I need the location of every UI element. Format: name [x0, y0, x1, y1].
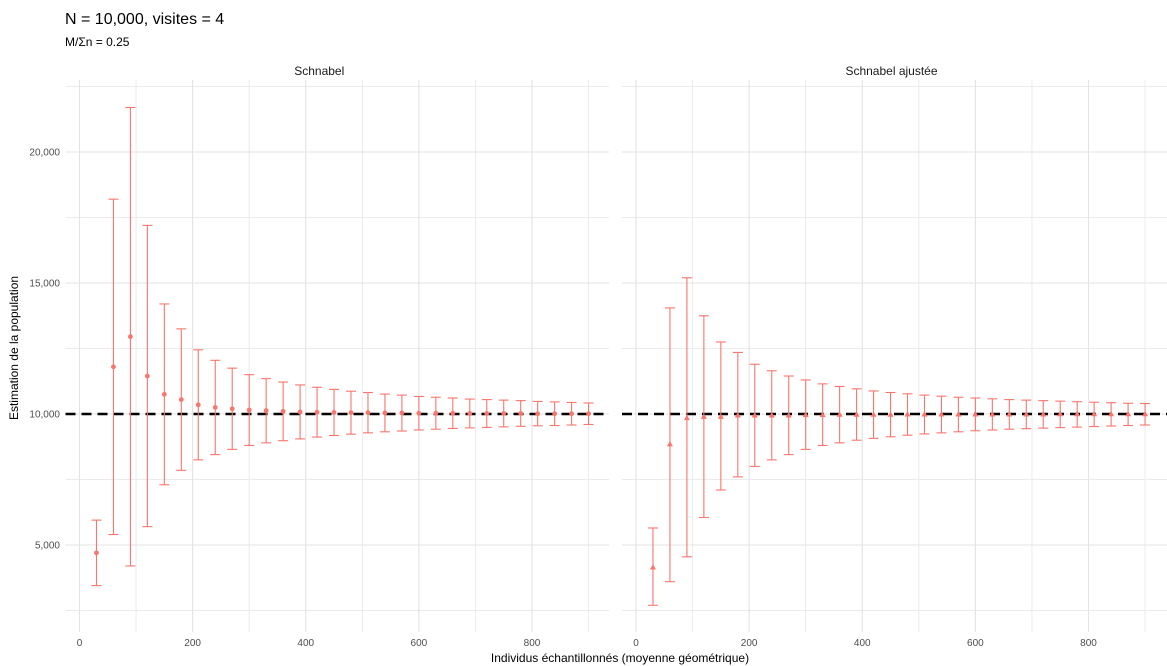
data-point	[280, 408, 286, 414]
data-point	[649, 564, 656, 570]
data-point	[904, 411, 911, 417]
panel-schnabel-ajustee: Schnabel ajustée 0 200 400 600 800	[622, 64, 1167, 649]
data-point	[178, 397, 184, 402]
data-point	[887, 411, 894, 417]
data-point	[734, 412, 741, 418]
data-point	[666, 440, 673, 447]
data-point	[450, 410, 456, 416]
data-point	[751, 412, 758, 418]
data-point	[297, 409, 303, 415]
data-point	[819, 411, 826, 417]
y-tick-label: 15,000	[29, 279, 60, 290]
x-axis-title: Individus échantillonnés (moyenne géomét…	[491, 651, 749, 665]
data-point	[853, 411, 860, 417]
data-point	[552, 411, 558, 417]
y-tick-label: 5,000	[35, 541, 60, 552]
data-point	[1057, 410, 1064, 417]
data-point	[263, 408, 269, 413]
data-point	[399, 410, 405, 416]
data-point	[1006, 411, 1013, 417]
data-point	[1108, 410, 1115, 417]
x-tick-label: 600	[967, 638, 984, 649]
data-point	[1074, 410, 1081, 417]
x-tick-label: 800	[1080, 638, 1097, 649]
data-point	[768, 412, 775, 418]
facet-strip-label: Schnabel	[294, 64, 344, 78]
facet-strip-label: Schnabel ajustée	[845, 64, 937, 78]
data-point	[586, 411, 591, 417]
data-point	[989, 411, 996, 417]
x-tick-label: 0	[633, 638, 639, 649]
x-tick-label: 400	[297, 638, 314, 649]
data-point	[195, 402, 201, 408]
x-tick-label: 200	[184, 638, 201, 649]
data-point	[467, 411, 473, 416]
data-point	[484, 411, 490, 416]
data-point	[1091, 410, 1098, 417]
data-point	[938, 411, 945, 417]
data-point	[416, 410, 422, 416]
data-point	[700, 413, 707, 419]
x-tick-label: 800	[524, 638, 541, 649]
x-tick-label: 0	[77, 638, 83, 649]
data-point	[94, 550, 99, 556]
y-tick-label: 10,000	[29, 410, 60, 421]
data-point	[111, 364, 116, 370]
data-point	[1125, 410, 1132, 417]
data-point	[1142, 410, 1149, 417]
x-tick-label: 400	[854, 638, 871, 649]
chart-subtitle: M/Σn = 0.25	[65, 35, 130, 49]
data-point	[717, 413, 724, 419]
y-tick-label: 20,000	[29, 148, 60, 159]
data-point	[314, 409, 320, 415]
data-point	[785, 412, 792, 418]
data-point	[955, 411, 962, 417]
data-point	[144, 373, 150, 379]
data-point	[128, 334, 133, 340]
data-point	[569, 411, 574, 417]
data-point	[348, 410, 354, 416]
data-point	[870, 411, 877, 417]
data-point	[1040, 411, 1047, 417]
data-point	[161, 391, 167, 397]
x-tick-label: 600	[411, 638, 428, 649]
data-point	[836, 411, 843, 417]
data-point	[501, 411, 507, 416]
data-point	[1023, 411, 1030, 417]
chart-title: N = 10,000, visites = 4	[65, 11, 224, 28]
data-point	[683, 414, 690, 421]
data-point	[212, 405, 218, 410]
data-point	[365, 410, 371, 416]
data-point	[972, 411, 979, 417]
data-point	[518, 411, 524, 416]
data-point	[229, 406, 235, 412]
data-point	[433, 410, 439, 416]
x-tick-label: 200	[741, 638, 758, 649]
data-point	[382, 410, 388, 416]
data-point	[246, 407, 252, 413]
panel-schnabel: Schnabel 0 200 400 600 800 5,000 10,000 15,000 20…	[29, 64, 609, 649]
data-point	[331, 410, 337, 415]
data-point	[535, 411, 541, 417]
y-axis-title: Estimation de la population	[7, 276, 21, 420]
data-point	[802, 411, 809, 417]
data-point	[921, 411, 928, 417]
